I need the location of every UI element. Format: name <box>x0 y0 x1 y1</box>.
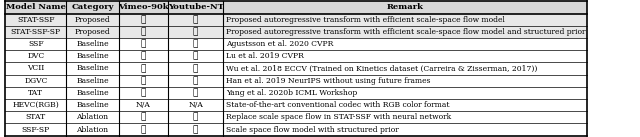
Text: Baseline: Baseline <box>76 40 109 48</box>
Text: Remark: Remark <box>387 3 424 12</box>
Bar <box>5 1 587 14</box>
Text: SSF: SSF <box>28 40 44 48</box>
Text: Wu et al. 2018 ECCV (Trained on Kinetics dataset (Carreira & Zisserman, 2017)): Wu et al. 2018 ECCV (Trained on Kinetics… <box>226 65 538 72</box>
Text: HEVC(RGB): HEVC(RGB) <box>12 101 59 109</box>
Text: Baseline: Baseline <box>76 52 109 60</box>
Text: ✓: ✓ <box>193 113 198 122</box>
Text: Ablation: Ablation <box>76 113 109 121</box>
Text: Vimeo-90k: Vimeo-90k <box>118 3 169 12</box>
Text: ✗: ✗ <box>141 125 146 134</box>
Text: ✓: ✓ <box>193 125 198 134</box>
Text: ✓: ✓ <box>141 113 146 122</box>
Text: Youtube-NT: Youtube-NT <box>168 3 223 12</box>
Text: Baseline: Baseline <box>76 65 109 72</box>
Bar <box>5 62 587 75</box>
Text: Proposed: Proposed <box>75 28 110 36</box>
Text: Category: Category <box>71 3 114 12</box>
Text: Model Name: Model Name <box>6 3 66 12</box>
Text: DGVC: DGVC <box>24 77 47 85</box>
Text: ✓: ✓ <box>141 15 146 24</box>
Text: ✓: ✓ <box>141 40 146 49</box>
Bar <box>5 75 587 87</box>
Text: Proposed: Proposed <box>75 16 110 24</box>
Bar <box>5 14 587 26</box>
Text: N/A: N/A <box>136 101 151 109</box>
Text: ✗: ✗ <box>193 27 198 36</box>
Text: Proposed autoregressive transform with efficient scale-space flow model and stru: Proposed autoregressive transform with e… <box>226 28 586 36</box>
Text: Scale space flow model with structured prior: Scale space flow model with structured p… <box>226 125 399 134</box>
Text: STAT-SSF-SP: STAT-SSF-SP <box>11 28 61 36</box>
Text: Replace scale space flow in STAT-SSF with neural network: Replace scale space flow in STAT-SSF wit… <box>226 113 451 121</box>
Text: Yang et al. 2020b ICML Workshop: Yang et al. 2020b ICML Workshop <box>226 89 358 97</box>
Text: ✓: ✓ <box>141 52 146 61</box>
Text: DVC: DVC <box>27 52 44 60</box>
Bar <box>5 26 587 38</box>
Bar <box>5 99 587 111</box>
Text: Han et al. 2019 NeurIPS without using future frames: Han et al. 2019 NeurIPS without using fu… <box>226 77 431 85</box>
Text: Baseline: Baseline <box>76 77 109 85</box>
Bar <box>5 111 587 123</box>
Text: ✗: ✗ <box>193 52 198 61</box>
Text: State-of-the-art conventional codec with RGB color format: State-of-the-art conventional codec with… <box>226 101 450 109</box>
Text: STAT: STAT <box>26 113 46 121</box>
Text: ✓: ✓ <box>193 15 198 24</box>
Bar <box>5 50 587 62</box>
Text: ✗: ✗ <box>193 88 198 97</box>
Text: Proposed autoregressive transform with efficient scale-space flow model: Proposed autoregressive transform with e… <box>226 16 505 24</box>
Text: Lu et al. 2019 CVPR: Lu et al. 2019 CVPR <box>226 52 304 60</box>
Text: VCII: VCII <box>27 65 44 72</box>
Text: Agustsson et al. 2020 CVPR: Agustsson et al. 2020 CVPR <box>226 40 333 48</box>
Bar <box>5 38 587 50</box>
Text: TAT: TAT <box>28 89 44 97</box>
Text: STAT-SSF: STAT-SSF <box>17 16 54 24</box>
Text: SSF-SP: SSF-SP <box>22 125 50 134</box>
Bar <box>5 87 587 99</box>
Text: ✓: ✓ <box>141 76 146 85</box>
Text: Baseline: Baseline <box>76 101 109 109</box>
Bar <box>5 123 587 136</box>
Text: ✓: ✓ <box>193 40 198 49</box>
Text: Baseline: Baseline <box>76 89 109 97</box>
Text: ✗: ✗ <box>193 64 198 73</box>
Text: ✓: ✓ <box>141 88 146 97</box>
Text: ✓: ✓ <box>141 27 146 36</box>
Text: ✗: ✗ <box>193 76 198 85</box>
Text: N/A: N/A <box>188 101 203 109</box>
Text: ✗: ✗ <box>141 64 146 73</box>
Text: Ablation: Ablation <box>76 125 109 134</box>
